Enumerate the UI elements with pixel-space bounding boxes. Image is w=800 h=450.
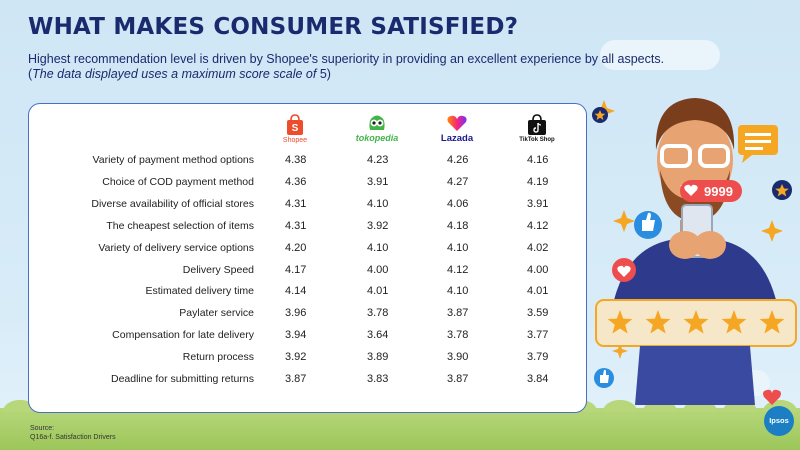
row-label: Estimated delivery time — [145, 285, 254, 298]
score-cell: 3.78 — [367, 307, 389, 320]
score-cell: 4.18 — [447, 219, 469, 232]
score-cell: 3.96 — [285, 307, 307, 320]
brand-logo-lazada: Lazada — [427, 114, 487, 144]
score-cell: 3.90 — [447, 351, 469, 364]
brand-name-lazada: Lazada — [440, 133, 474, 144]
score-cell: 3.83 — [367, 373, 389, 385]
row-label: Delivery Speed — [182, 263, 254, 276]
score-cell: 3.87 — [447, 307, 469, 320]
score-cell: 3.92 — [285, 351, 307, 364]
scale-note-tail: 5) — [316, 67, 331, 81]
cloud — [600, 40, 720, 70]
happy-man-illustration: 9999 — [592, 98, 797, 405]
row-label: Choice of COD payment method — [102, 175, 254, 188]
score-cell: 4.10 — [367, 241, 389, 254]
score-cell: 3.89 — [367, 351, 389, 364]
score-cell: 4.10 — [447, 241, 469, 254]
source-note: Source: Q16a-f. Satisfaction Drivers — [30, 424, 116, 442]
row-label: Paylater service — [179, 307, 254, 320]
brand-name-tokopedia: tokopedia — [355, 133, 399, 143]
brand-logo-tokopedia: tokopedia — [347, 114, 407, 143]
score-cell: 4.16 — [527, 154, 549, 166]
score-cell: 3.59 — [527, 307, 549, 320]
brand-logo-shopee: S Shopee — [265, 114, 325, 144]
score-cell: 4.01 — [527, 285, 549, 298]
score-cell: 4.23 — [367, 154, 389, 166]
score-cell: 4.00 — [367, 263, 389, 276]
score-cell: 3.94 — [285, 329, 307, 342]
sparkle-icon — [612, 343, 628, 359]
score-cell: 3.87 — [447, 373, 469, 385]
score-cell: 4.26 — [447, 154, 469, 166]
tokopedia-owl-icon — [369, 115, 385, 130]
score-cell: 4.31 — [285, 219, 307, 232]
score-cell: 4.00 — [527, 263, 549, 276]
row-label: Variety of delivery service options — [98, 241, 254, 254]
page-title: WHAT MAKES CONSUMER SATISFIED? — [28, 14, 519, 40]
tiktok-shop-bag-icon — [528, 114, 546, 135]
source-label: Source: — [30, 425, 55, 432]
row-label: Deadline for submitting returns — [111, 373, 254, 385]
brand-name-tiktok-shop: TikTok Shop — [519, 137, 555, 143]
row-label: Return process — [182, 351, 254, 364]
score-cell: 3.84 — [527, 373, 549, 385]
row-label: Compensation for late delivery — [112, 329, 254, 342]
source-text: Q16a-f. Satisfaction Drivers — [30, 434, 116, 441]
score-cell: 3.92 — [367, 219, 389, 232]
score-cell: 4.12 — [527, 219, 549, 232]
page-subtitle: Highest recommendation level is driven b… — [28, 52, 668, 82]
score-cell: 3.77 — [527, 329, 549, 342]
score-cell: 4.27 — [447, 175, 469, 188]
score-cell: 3.91 — [367, 175, 389, 188]
score-cell: 4.10 — [447, 285, 469, 298]
score-cell: 4.01 — [367, 285, 389, 298]
score-cell: 4.20 — [285, 241, 307, 254]
score-cell: 4.14 — [285, 285, 307, 298]
heart-icon — [763, 389, 781, 405]
rating-star-icon — [645, 310, 671, 334]
ipsos-logo: Ipsos — [764, 406, 794, 436]
score-cell: 3.78 — [447, 329, 469, 342]
score-cell: 4.17 — [285, 263, 307, 276]
lazada-heart-icon — [447, 115, 467, 131]
scale-note-open: ( — [28, 67, 33, 81]
rating-star-icon — [683, 310, 709, 334]
score-cell: 4.36 — [285, 175, 307, 188]
score-cell: 4.31 — [285, 197, 307, 210]
score-cell: 4.06 — [447, 197, 469, 210]
row-label: Diverse availability of official stores — [91, 197, 254, 210]
row-label: Variety of payment method options — [92, 154, 254, 166]
score-cell: 3.64 — [367, 329, 389, 342]
heart-icon — [684, 184, 698, 196]
scale-note-italic: The data displayed uses a maximum score … — [32, 67, 317, 81]
score-cell: 3.87 — [285, 373, 307, 385]
score-cell: 3.79 — [527, 351, 549, 364]
rating-star-icon — [721, 310, 747, 334]
score-cell: 4.12 — [447, 263, 469, 276]
row-label: The cheapest selection of items — [106, 219, 254, 232]
svg-text:S: S — [292, 123, 299, 134]
brand-logo-tiktok-shop: TikTok Shop — [507, 114, 567, 143]
likes-count: 9999 — [704, 184, 733, 199]
score-cell: 4.19 — [527, 175, 549, 188]
subtitle-text: Highest recommendation level is driven b… — [28, 52, 665, 66]
score-cell: 3.91 — [527, 197, 549, 210]
sparkle-icon — [761, 220, 783, 242]
shopee-bag-icon: S — [287, 114, 303, 135]
scale-note: (The data displayed uses a maximum score… — [28, 67, 668, 82]
star-rating — [607, 310, 785, 334]
satisfaction-table-panel: S Shopee tokopedia Lazada TikTok Shop Va… — [28, 103, 587, 413]
rating-star-icon — [759, 310, 785, 334]
score-cell: 4.38 — [285, 154, 307, 166]
score-cell: 4.10 — [367, 197, 389, 210]
rating-star-icon — [607, 310, 633, 334]
brand-name-shopee: Shopee — [282, 137, 308, 144]
sparkle-icon — [613, 210, 635, 232]
score-cell: 4.02 — [527, 241, 549, 254]
